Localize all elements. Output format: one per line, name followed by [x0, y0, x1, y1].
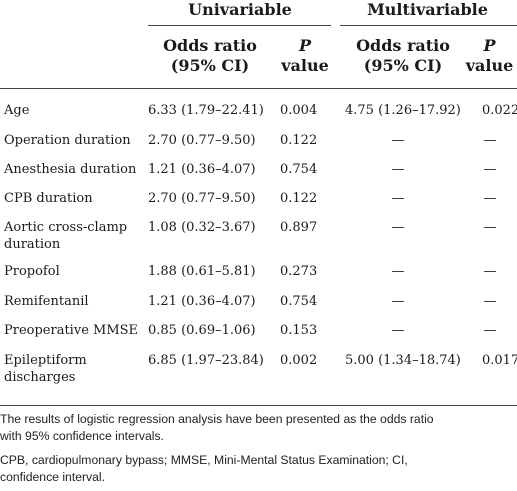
- header-rule: [0, 88, 517, 89]
- uni-p-value-cell: 0.754: [280, 162, 318, 177]
- uni-p-value-cell: 0.122: [280, 191, 318, 206]
- uni-odds-ratio-cell: 2.70 (0.77–9.50): [148, 133, 256, 148]
- row-label-line: Age: [4, 103, 30, 118]
- multivariable-underline: [340, 25, 517, 26]
- uni-odds-ratio-cell: 6.33 (1.79–22.41): [148, 103, 264, 118]
- uni-odds-ratio-cell: 1.88 (0.61–5.81): [148, 264, 256, 279]
- uni-p-header: P value: [281, 36, 329, 75]
- row-label-line: Epileptiform: [4, 353, 87, 368]
- row-label-line: Preoperative MMSE: [4, 323, 139, 338]
- uni-p-value-cell: 0.002: [280, 353, 318, 368]
- row-label-line: CPB duration: [4, 191, 93, 206]
- multi-p-value-cell: —: [483, 162, 497, 177]
- footnote-line-2: with 95% confidence intervals.: [0, 429, 164, 443]
- row-label: Remifentanil: [4, 293, 89, 310]
- row-label: CPB duration: [4, 190, 93, 207]
- uni-odds-ratio-cell: 1.08 (0.32–3.67): [148, 220, 256, 235]
- row-label: Preoperative MMSE: [4, 322, 138, 339]
- uni-p-value-cell: 0.004: [280, 103, 318, 118]
- row-label: Anesthesia duration: [4, 161, 136, 178]
- multivariable-header: Multivariable: [367, 0, 488, 19]
- multi-p-value-cell: —: [483, 191, 497, 206]
- uni-odds-ratio-cell: 6.85 (1.97–23.84): [148, 353, 264, 368]
- multi-p-value-cell: 0.017: [482, 353, 517, 368]
- row-label-line: discharges: [4, 370, 76, 385]
- multi-p-value-cell: —: [483, 323, 497, 338]
- row-label-line: Propofol: [4, 264, 60, 279]
- row-label: Aortic cross-clamp duration: [4, 219, 127, 253]
- multi-odds-ratio-cell: —: [391, 264, 405, 279]
- uni-p-value-cell: 0.754: [280, 294, 318, 309]
- uni-p-value-cell: 0.122: [280, 133, 318, 148]
- multi-p-value-cell: —: [483, 220, 497, 235]
- multi-p-value-cell: —: [483, 294, 497, 309]
- uni-odds-ratio-cell: 1.21 (0.36–4.07): [148, 294, 256, 309]
- uni-or-header: Odds ratio (95% CI): [163, 36, 257, 75]
- multi-odds-ratio-cell: —: [391, 323, 405, 338]
- multi-p-header: P value: [465, 36, 514, 75]
- uni-odds-ratio-cell: 1.21 (0.36–4.07): [148, 162, 256, 177]
- footnote-line-1: The results of logistic regression analy…: [0, 412, 434, 426]
- multi-odds-ratio-cell: —: [391, 220, 405, 235]
- multi-odds-ratio-cell: —: [391, 133, 405, 148]
- row-label-line: Aortic cross-clamp: [4, 220, 128, 235]
- multi-or-header: Odds ratio (95% CI): [356, 36, 450, 75]
- row-label-line: Remifentanil: [4, 294, 89, 309]
- footnote-line-4: confidence interval.: [0, 470, 106, 484]
- univariable-header: Univariable: [188, 0, 292, 19]
- multi-odds-ratio-cell: —: [391, 162, 405, 177]
- row-label-line: duration: [4, 237, 61, 252]
- row-label: Operation duration: [4, 132, 131, 149]
- multi-odds-ratio-cell: —: [391, 294, 405, 309]
- row-label-line: Operation duration: [4, 133, 131, 148]
- row-label: Propofol: [4, 263, 60, 280]
- multi-odds-ratio-cell: 5.00 (1.34–18.74): [345, 353, 461, 368]
- row-label-line: Anesthesia duration: [4, 162, 137, 177]
- uni-p-value-cell: 0.153: [280, 323, 318, 338]
- table-bottom-rule: [0, 405, 517, 406]
- multi-p-value-cell: —: [483, 133, 497, 148]
- multi-p-value-cell: —: [483, 264, 497, 279]
- univariable-underline: [148, 25, 331, 26]
- row-label: Epileptiform discharges: [4, 352, 87, 386]
- uni-p-value-cell: 0.273: [280, 264, 318, 279]
- row-label: Age: [4, 102, 29, 119]
- uni-odds-ratio-cell: 0.85 (0.69–1.06): [148, 323, 256, 338]
- multi-p-value-cell: 0.022: [482, 103, 517, 118]
- uni-p-value-cell: 0.897: [280, 220, 318, 235]
- multi-odds-ratio-cell: —: [391, 191, 405, 206]
- footnote-line-3: CPB, cardiopulmonary bypass; MMSE, Mini-…: [0, 453, 408, 467]
- multi-odds-ratio-cell: 4.75 (1.26–17.92): [345, 103, 461, 118]
- uni-odds-ratio-cell: 2.70 (0.77–9.50): [148, 191, 256, 206]
